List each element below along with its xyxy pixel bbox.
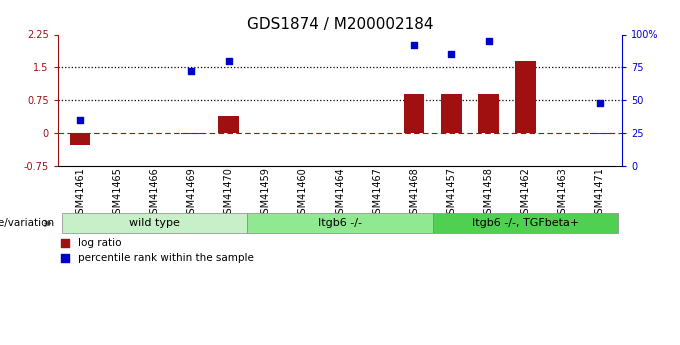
Bar bbox=[182, 133, 202, 134]
Point bbox=[446, 51, 457, 57]
Text: percentile rank within the sample: percentile rank within the sample bbox=[78, 253, 254, 263]
Bar bbox=[404, 95, 424, 133]
Point bbox=[75, 117, 86, 122]
Point bbox=[59, 240, 70, 246]
Text: genotype/variation: genotype/variation bbox=[0, 218, 54, 228]
Point bbox=[59, 255, 70, 261]
Text: Itgb6 -/-: Itgb6 -/- bbox=[318, 218, 362, 228]
Title: GDS1874 / M200002184: GDS1874 / M200002184 bbox=[247, 17, 433, 32]
Text: wild type: wild type bbox=[129, 218, 180, 228]
Text: log ratio: log ratio bbox=[78, 238, 122, 248]
Bar bbox=[515, 61, 536, 133]
Bar bbox=[590, 133, 610, 134]
Point bbox=[186, 68, 197, 74]
Point bbox=[483, 38, 494, 44]
Bar bbox=[478, 95, 498, 133]
Point bbox=[409, 42, 420, 48]
FancyBboxPatch shape bbox=[247, 213, 433, 234]
Bar bbox=[218, 116, 239, 133]
Point bbox=[223, 58, 234, 63]
Bar bbox=[441, 95, 462, 133]
FancyBboxPatch shape bbox=[61, 213, 247, 234]
Text: Itgb6 -/-, TGFbeta+: Itgb6 -/-, TGFbeta+ bbox=[472, 218, 579, 228]
Bar bbox=[70, 133, 90, 145]
FancyBboxPatch shape bbox=[433, 213, 619, 234]
Point bbox=[594, 100, 605, 106]
